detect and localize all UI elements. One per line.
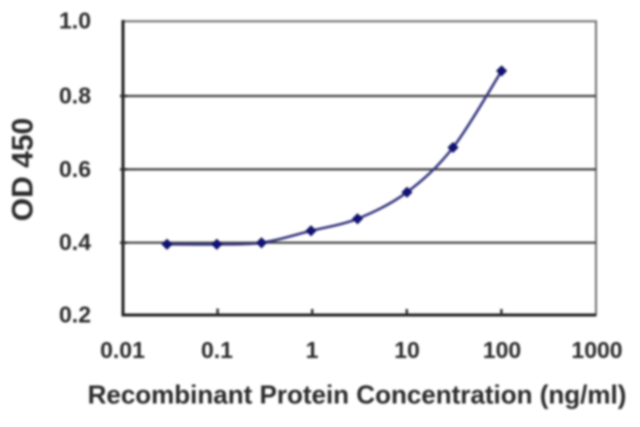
- svg-text:0.8: 0.8: [59, 83, 91, 109]
- svg-text:100: 100: [483, 337, 521, 363]
- svg-text:OD 450: OD 450: [7, 118, 40, 221]
- svg-text:1: 1: [306, 337, 319, 363]
- svg-text:10: 10: [394, 337, 420, 363]
- svg-text:1.0: 1.0: [59, 8, 91, 34]
- svg-text:0.2: 0.2: [59, 302, 91, 328]
- svg-text:0.6: 0.6: [59, 156, 91, 182]
- svg-text:Recombinant Protein Concentrat: Recombinant Protein Concentration (ng/ml…: [88, 380, 627, 410]
- svg-text:0.1: 0.1: [201, 337, 233, 363]
- svg-text:1000: 1000: [571, 337, 622, 363]
- svg-text:0.4: 0.4: [59, 229, 91, 255]
- svg-text:0.01: 0.01: [100, 337, 145, 363]
